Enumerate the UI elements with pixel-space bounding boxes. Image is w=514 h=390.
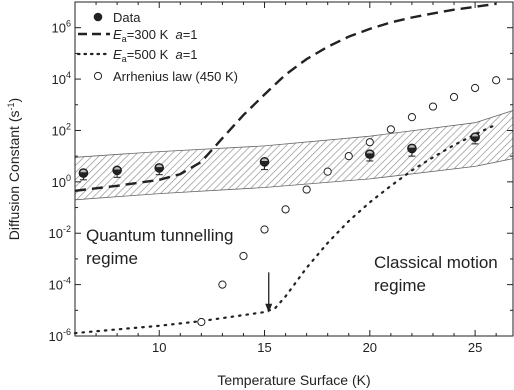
arrhenius-point-4 (281, 205, 290, 214)
y-axis-title: Diffusion Constant (s-1) (6, 98, 22, 240)
arrhenius-point-12 (449, 92, 459, 102)
y-tick-label-6: 106 (52, 19, 71, 36)
legend-marker-data (93, 12, 103, 22)
y-tick-label-2: 102 (52, 121, 71, 138)
legend-entry-data: Data (93, 10, 141, 25)
classical-regime-label-line2: regime (374, 276, 426, 295)
y-tick-label--2: 10-2 (49, 224, 71, 241)
axis-tick-labels: 10 15 20 25 10-6 10-4 10-2 100 102 104 106 (49, 19, 483, 355)
data-point-highlight-4 (366, 150, 374, 154)
arrhenius-point-5 (302, 185, 311, 194)
x-axis-title: Temperature Surface (K) (217, 372, 370, 388)
arrhenius-point-7 (344, 152, 353, 161)
arrhenius-point-6 (323, 167, 332, 176)
classical-regime-label-line1: Classical motion (374, 253, 498, 272)
legend-label-data: Data (113, 10, 141, 25)
data-point-highlight-6 (471, 133, 479, 137)
legend-marker-arrhenius (93, 71, 103, 81)
y-tick-label-0: 100 (52, 173, 71, 190)
annotation-arrow-head (265, 303, 273, 313)
arrhenius-point-0 (197, 317, 206, 327)
legend: Data Ea=300 K a=1 Ea=500 K a=1 Arrhenius… (76, 10, 238, 84)
legend-entry-ea300: Ea=300 K a=1 (78, 27, 198, 44)
data-point-highlight-5 (408, 145, 416, 148)
series-line-ea500 (73, 123, 498, 335)
legend-entry-ea500: Ea=500 K a=1 (76, 47, 198, 64)
arrhenius-point-14 (492, 76, 501, 85)
x-tick-label-20: 20 (363, 340, 377, 355)
data-point-highlight-0 (80, 169, 87, 173)
model-curves (73, 2, 498, 335)
arrhenius-point-2 (239, 251, 248, 261)
data-point-highlight-2 (156, 164, 163, 168)
arrhenius-point-13 (470, 83, 480, 93)
data-point-highlight-3 (261, 158, 268, 162)
band-area (75, 110, 513, 200)
y-tick-label-4: 104 (52, 70, 71, 87)
arrhenius-point-9 (386, 125, 395, 134)
x-tick-label-10: 10 (152, 340, 166, 355)
x-tick-label-25: 25 (468, 340, 482, 355)
legend-label-ea300: Ea=300 K a=1 (113, 27, 198, 44)
data-point-highlight-1 (113, 167, 121, 170)
arrhenius-point-8 (365, 138, 374, 147)
arrhenius-point-10 (407, 113, 417, 122)
arrhenius-point-3 (260, 225, 269, 234)
y-tick-label--6: 10-6 (49, 327, 71, 344)
arrhenius-point-1 (218, 280, 227, 289)
plot-frame (74, 1, 514, 337)
arrhenius-point-11 (428, 102, 438, 111)
x-tick-label-15: 15 (257, 340, 271, 355)
series-line-ea300 (74, 2, 497, 192)
band-lower-edge (74, 158, 514, 201)
data-points (78, 76, 501, 327)
quantum-regime-label-line1: Quantum tunnelling (86, 226, 233, 245)
y-tick-label--4: 10-4 (49, 276, 71, 293)
axis-ticks (74, 1, 513, 337)
quantum-regime-label-line2: regime (86, 249, 138, 268)
legend-entry-arrhenius: Arrhenius law (450 K) (93, 69, 238, 84)
hatched-band (74, 110, 514, 201)
legend-label-arrhenius: Arrhenius law (450 K) (113, 69, 238, 84)
legend-label-ea500: Ea=500 K a=1 (113, 47, 198, 64)
band-upper-edge (74, 110, 514, 158)
